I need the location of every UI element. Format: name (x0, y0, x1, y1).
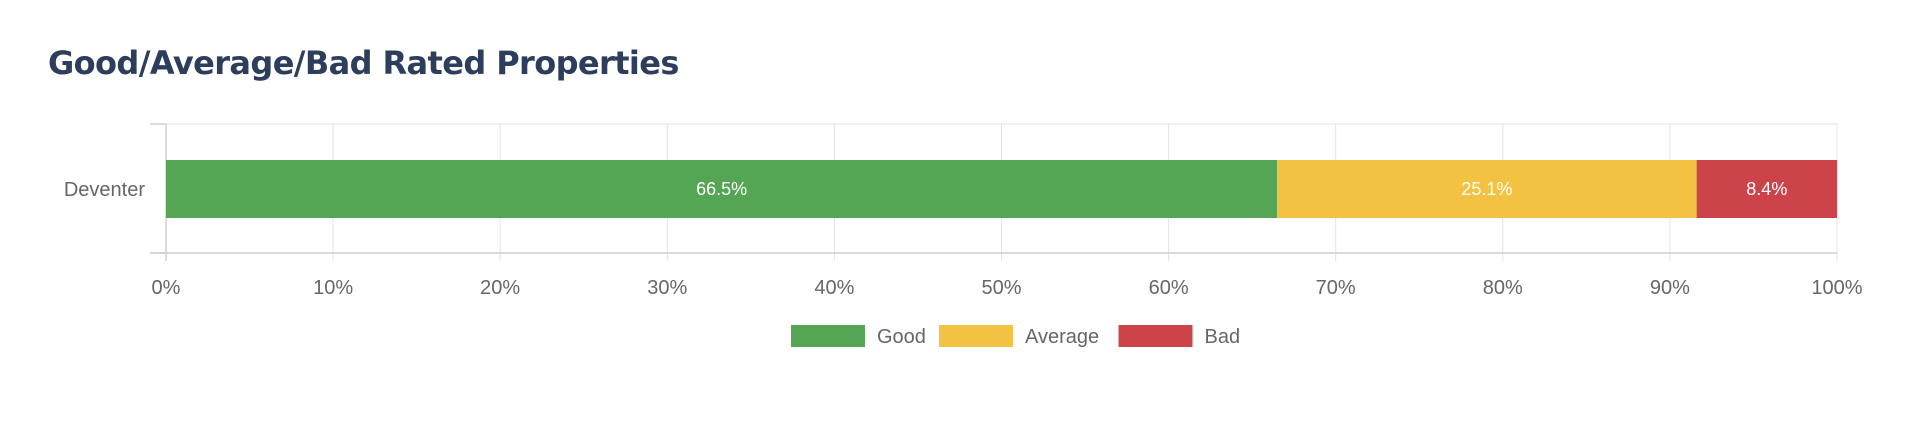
legend-label-bad[interactable]: Bad (1205, 326, 1241, 348)
x-tick-label: 40% (814, 277, 854, 299)
legend-label-average[interactable]: Average (1025, 326, 1099, 348)
data-label: 8.4% (1746, 179, 1787, 199)
data-label: 66.5% (696, 179, 747, 199)
legend-swatch-average[interactable] (939, 325, 1013, 347)
legend-label-good[interactable]: Good (877, 326, 926, 348)
x-tick-label: 0% (152, 277, 181, 299)
category-label: Deventer (64, 179, 145, 201)
data-label: 25.1% (1461, 179, 1512, 199)
x-tick-label: 50% (981, 277, 1021, 299)
x-tick-label: 30% (647, 277, 687, 299)
x-tick-label: 10% (313, 277, 353, 299)
legend-swatch-bad[interactable] (1118, 325, 1193, 347)
bar-segment-average[interactable] (1277, 160, 1697, 218)
chart-title: Good/Average/Bad Rated Properties (48, 44, 679, 82)
x-tick-label: 100% (1811, 277, 1862, 299)
x-tick-label: 70% (1316, 277, 1356, 299)
x-tick-label: 20% (480, 277, 520, 299)
bar-segment-good[interactable] (166, 160, 1278, 218)
x-tick-label: 60% (1149, 277, 1189, 299)
bar-segment-bad[interactable] (1696, 160, 1837, 218)
legend-swatch-good[interactable] (791, 325, 865, 347)
x-tick-label: 90% (1650, 277, 1690, 299)
x-tick-label: 80% (1483, 277, 1523, 299)
